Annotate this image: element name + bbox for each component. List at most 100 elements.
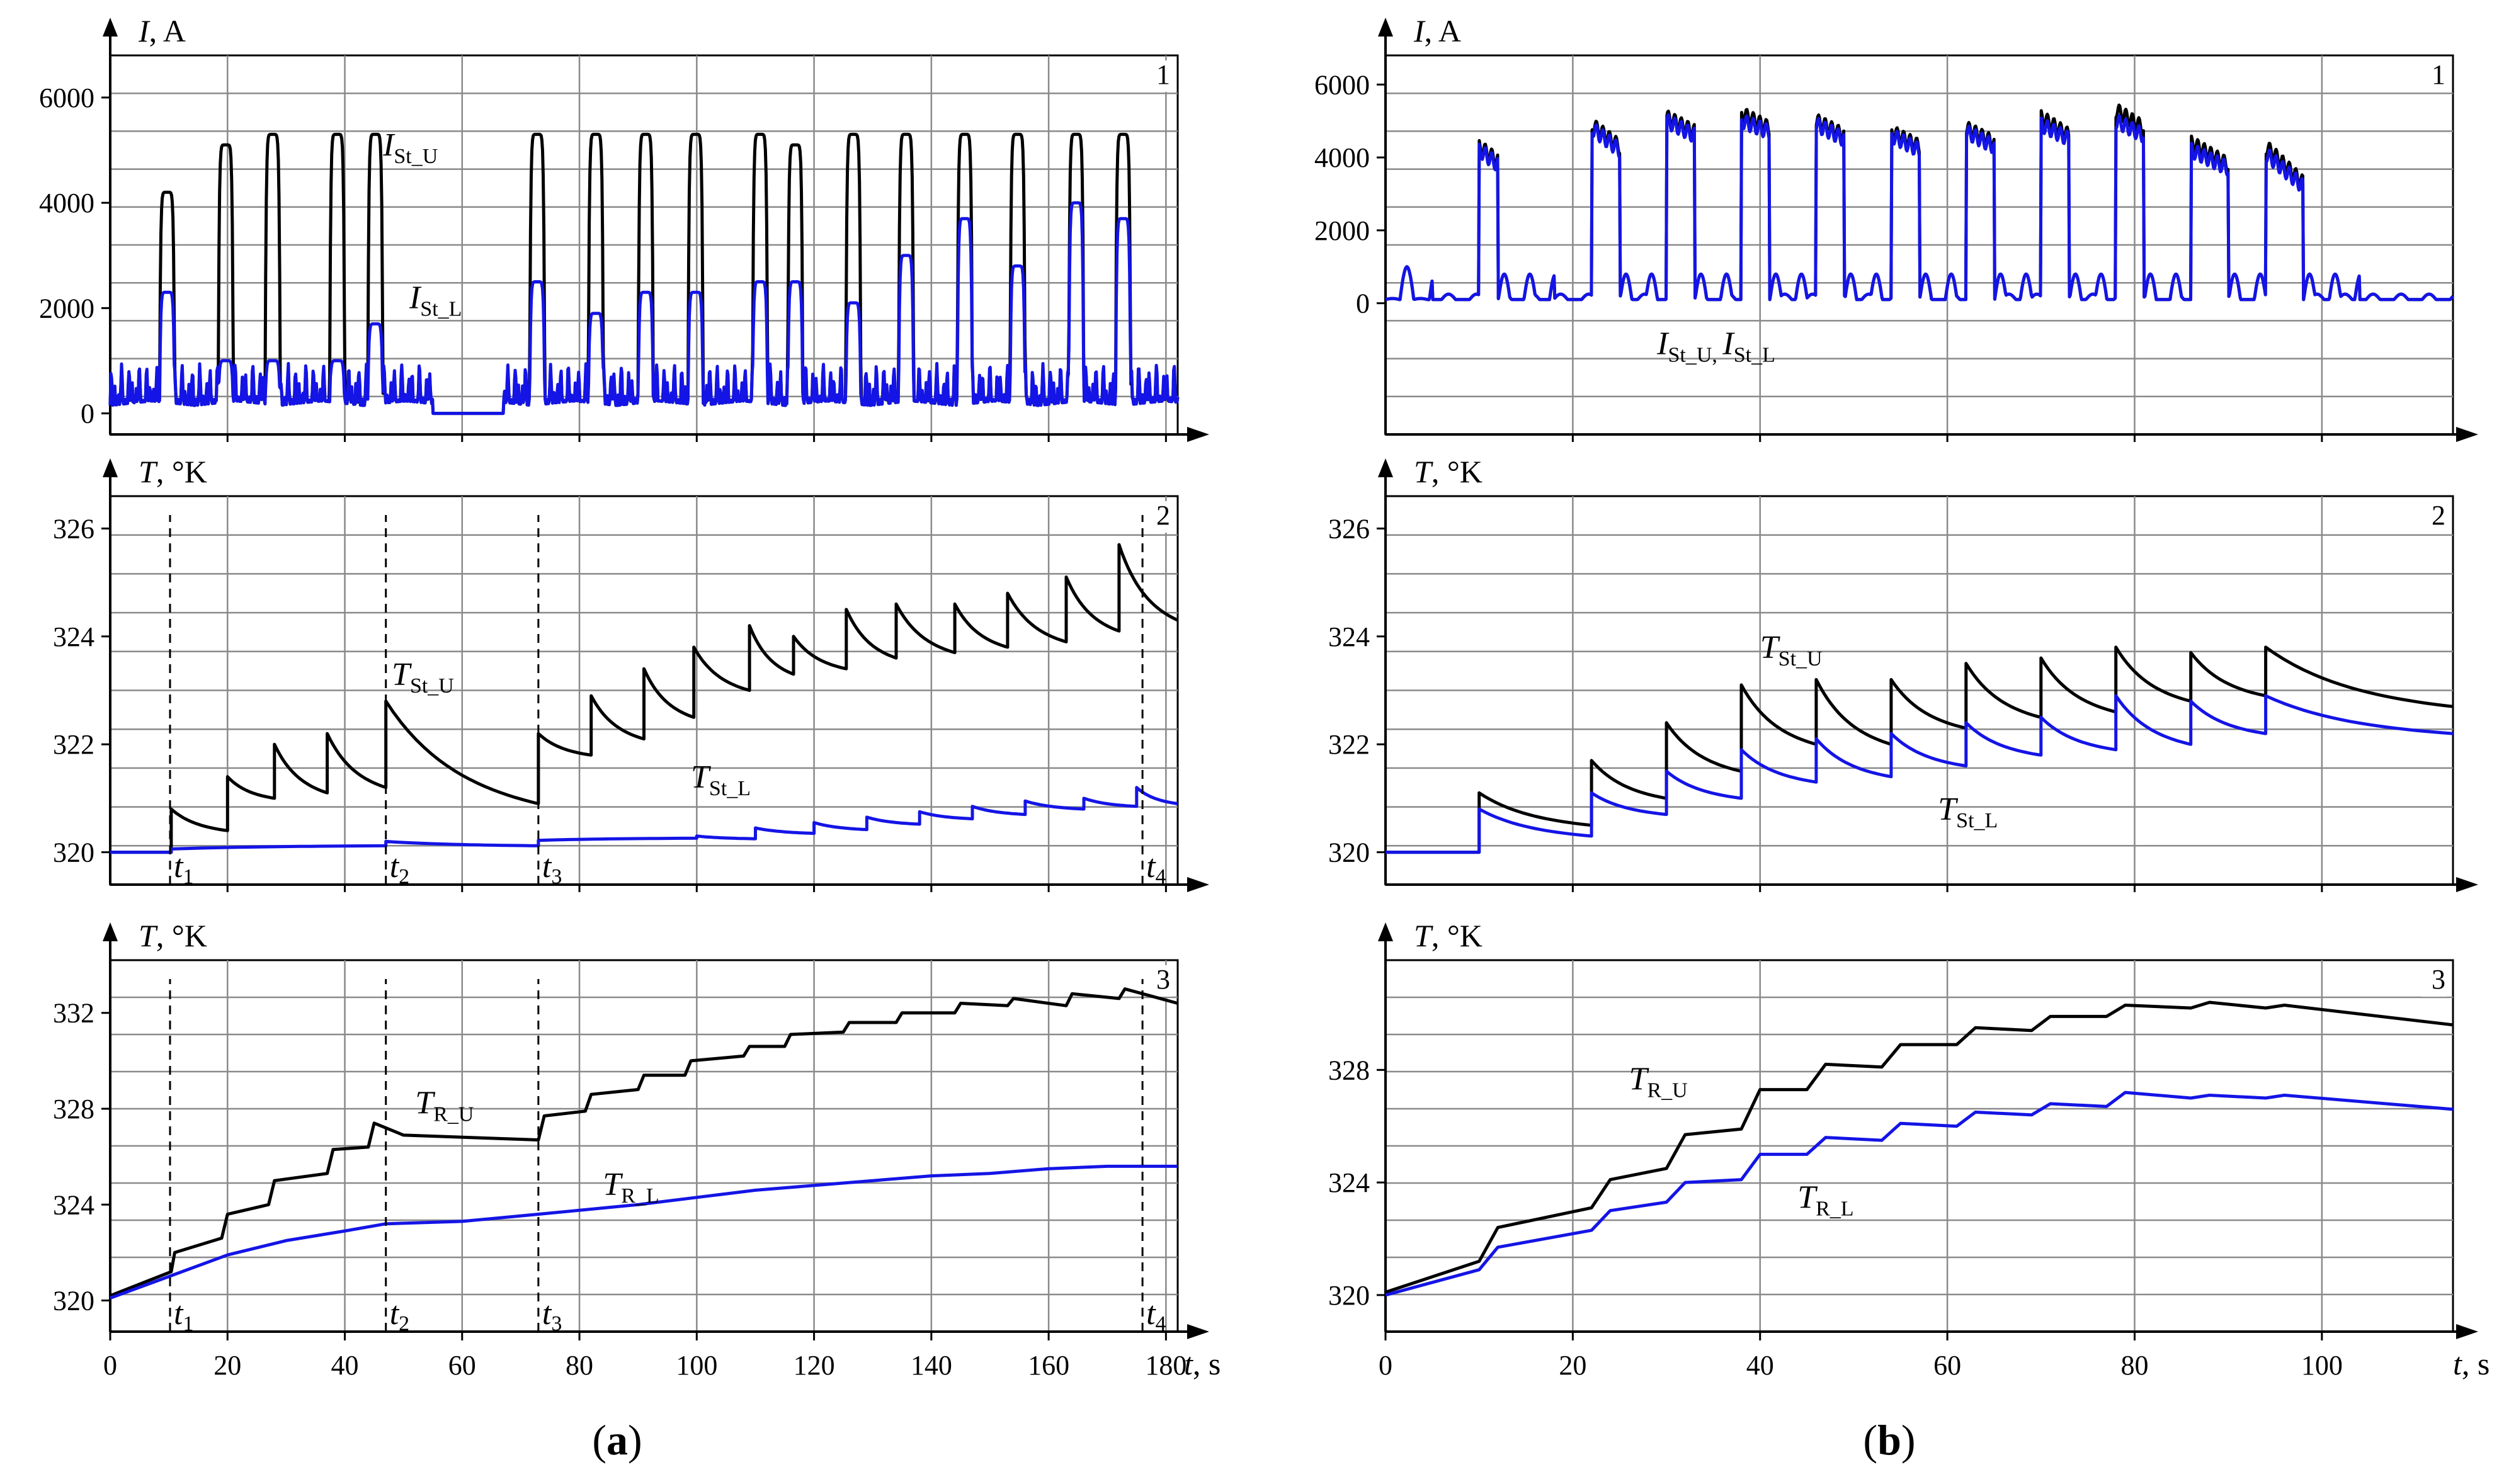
y-axis-arrow-icon [1378,18,1393,37]
series-line-t-st-l [110,786,1178,854]
y-tick-label: 328 [53,1094,94,1124]
panel-number-bg [1146,501,1171,533]
time-marker-label: t1 [174,1296,193,1335]
y-axis-label: T, °K [1414,454,1482,489]
series-label: TR_U [1629,1062,1688,1102]
panel-a2: T, °K 320 322 324 326 2 TSt_U TSt_L t1 t2 t3 t4 [53,454,1209,892]
y-axis-label: I, A [138,13,186,48]
series-line-t-r-l [110,1164,1178,1300]
panel-number-bg [2421,501,2447,533]
panel-number-bg [1146,965,1171,997]
y-tick-label: 328 [1328,1055,1370,1085]
series-line-t-st-u [1386,645,2454,854]
y-axis-label: T, °K [139,454,207,489]
x-tick-label: 60 [1933,1350,1961,1381]
x-axis-arrow-icon [1187,427,1209,442]
series-line-t-st-u [110,543,1179,854]
y-tick-label: 324 [1328,621,1370,652]
x-tick-label: 120 [794,1350,835,1381]
y-axis-arrow-icon [1378,458,1393,477]
x-tick-label: 20 [213,1350,241,1381]
series-line-t-r-u [1385,1000,2454,1294]
caption-b: (b) [1863,1416,1915,1464]
x-tick-label: 20 [1559,1350,1586,1381]
y-axis-arrow-icon [1378,922,1393,941]
series-label: TR_L [1797,1179,1853,1220]
time-marker-label: t3 [542,849,562,888]
series-label: TR_L [603,1167,659,1208]
x-axis-arrow-icon [1187,1324,1209,1339]
y-tick-label: 324 [53,621,94,652]
panel-number: 2 [2432,500,2445,531]
panel-b2: T, °K 320 322 324 326 2 TSt_U TSt_L [1328,454,2478,892]
x-tick-label: 40 [331,1350,359,1381]
y-axis-label: I, A [1413,13,1461,48]
series-label: ISt_U, ISt_L [1656,326,1775,367]
y-tick-label: 324 [53,1189,94,1220]
y-tick-label: 326 [53,513,94,544]
y-tick-label: 6000 [1314,69,1370,100]
time-marker-label: t3 [542,1296,562,1335]
series-label: TSt_L [691,759,751,800]
panel-number-bg [1146,60,1171,92]
x-axis-label: t, s [1184,1346,1221,1381]
y-axis-label: T, °K [1414,918,1482,953]
x-tick-label: 100 [2301,1350,2343,1381]
y-tick-label: 326 [1328,513,1370,544]
x-tick-label: 80 [566,1350,593,1381]
x-tick-label: 0 [103,1350,117,1381]
time-marker-label: t2 [390,849,409,888]
series-label: TR_U [415,1085,474,1126]
y-tick-label: 320 [53,837,94,868]
series-label: TSt_U [392,657,454,698]
x-tick-label: 40 [1746,1350,1774,1381]
x-axis-arrow-icon [2456,1324,2478,1339]
x-tick-label: 100 [676,1350,717,1381]
y-tick-label: 6000 [39,82,94,113]
series-line-t-r-u [110,987,1178,1298]
panel-number: 3 [2432,964,2445,995]
y-tick-label: 332 [53,998,94,1029]
x-tick-label: 140 [911,1350,952,1381]
x-tick-label: 80 [2120,1350,2148,1381]
panel-b1: I, A 0 2000 4000 6000 1 ISt_U, ISt_L [1314,13,2478,442]
time-marker-label: t4 [1146,849,1166,888]
series-line-i-st-l [108,201,1180,416]
x-axis-arrow-icon [1187,877,1209,892]
y-tick-label: 320 [53,1286,94,1317]
x-tick-label: 160 [1028,1350,1069,1381]
x-axis-arrow-icon [2456,877,2478,892]
series-label: TSt_U [1760,630,1823,671]
x-tick-label: 60 [448,1350,476,1381]
series-line-t-st-l [1386,694,2454,854]
y-axis-arrow-icon [103,458,118,477]
y-tick-label: 322 [53,729,94,760]
panel-number: 1 [1156,59,1170,90]
panel-b3: T, °K 320 324 328 3 0 20 40 60 80 100 t, s TR_U TR_L [1328,918,2490,1381]
panel-a3: T, °K 320 324 328 332 3 0 20 40 60 80 100 120 140 160 1… [53,918,1221,1381]
panel-number-bg [2421,965,2447,997]
y-tick-label: 2000 [1314,215,1370,246]
time-marker-label: t2 [390,1296,409,1335]
y-tick-label: 324 [1328,1167,1370,1198]
panel-number: 3 [1156,964,1170,995]
y-tick-label: 0 [81,399,94,429]
y-tick-label: 320 [1328,1280,1370,1311]
x-axis-label: t, s [2453,1346,2490,1381]
time-marker-label: t1 [174,849,193,888]
time-marker-label: t4 [1146,1296,1166,1335]
y-axis-arrow-icon [103,18,118,37]
y-tick-label: 320 [1328,837,1370,868]
series-label: ISt_U [382,127,438,168]
panel-number: 2 [1156,500,1170,531]
y-tick-label: 4000 [1314,142,1370,173]
panel-a1: I, A 0 2000 4000 6000 1 ISt_U ISt_L [39,13,1209,442]
panel-number: 1 [2432,59,2445,90]
y-axis-label: T, °K [139,918,207,953]
caption-a: (a) [592,1416,642,1464]
x-axis-arrow-icon [2456,427,2478,442]
series-label: ISt_L [409,280,462,320]
x-tick-label: 180 [1145,1350,1187,1381]
y-tick-label: 4000 [39,188,94,218]
